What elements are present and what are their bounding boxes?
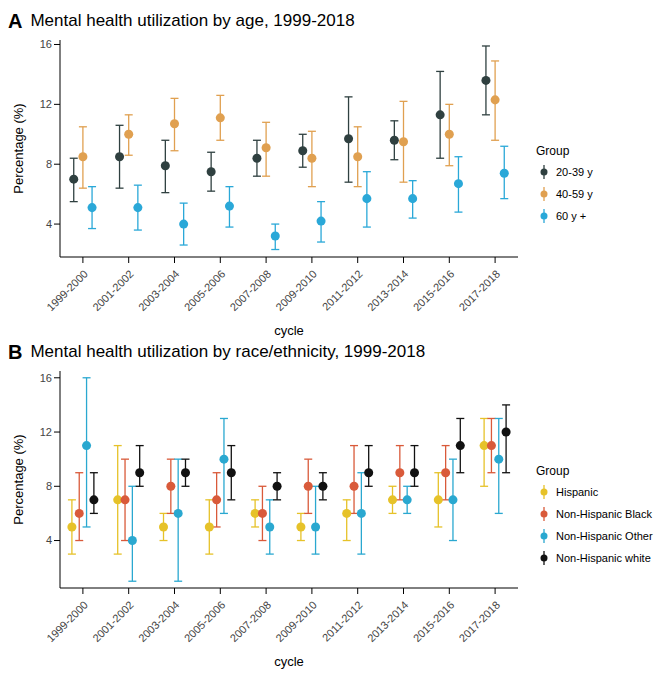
html-text:40-59 y: 40-59 y (556, 187, 593, 200)
html-text:B Mental health utilization by: B Mental health utilization by race/ethn… (8, 340, 426, 363)
svg-text:2001-2002: 2001-2002 (90, 599, 136, 645)
svg-text:2015-2016: 2015-2016 (411, 268, 457, 314)
svg-text:2017-2018: 2017-2018 (456, 599, 502, 645)
html-text:Hispanic: Hispanic (556, 485, 599, 498)
html-text:Non-Hispanic Black: Non-Hispanic Black (556, 507, 652, 520)
html-text:60 y +: 60 y + (556, 209, 587, 222)
svg-text:2005-2006: 2005-2006 (182, 599, 228, 645)
svg-text:2011-2012: 2011-2012 (320, 268, 365, 313)
svg-text:4: 4 (46, 534, 52, 546)
svg-text:1999-2000: 1999-2000 (44, 268, 90, 314)
svg-text:2003-2004: 2003-2004 (136, 268, 182, 314)
svg-text:16: 16 (40, 38, 52, 50)
svg-text:Percentage (%): Percentage (%) (11, 103, 26, 193)
svg-text:cycle: cycle (274, 323, 304, 338)
html-text:A Mental health utilization by: A Mental health utilization by age, 1999… (8, 9, 355, 32)
html-text:20-39 y: 20-39 y (556, 165, 593, 178)
svg-text:2005-2006: 2005-2006 (182, 268, 228, 314)
html-text:Non-Hispanic white: Non-Hispanic white (556, 551, 651, 564)
svg-text:8: 8 (46, 480, 52, 492)
svg-text:12: 12 (40, 98, 52, 110)
html-text:Group: Group (536, 463, 570, 478)
svg-text:2013-2014: 2013-2014 (365, 268, 411, 314)
svg-text:1999-2000: 1999-2000 (44, 599, 90, 645)
svg-text:2017-2018: 2017-2018 (456, 268, 502, 314)
svg-text:2007-2008: 2007-2008 (227, 599, 273, 645)
svg-text:4: 4 (46, 218, 52, 230)
svg-text:16: 16 (40, 372, 52, 384)
svg-text:2009-2010: 2009-2010 (273, 268, 319, 314)
svg-text:12: 12 (40, 426, 52, 438)
svg-text:2003-2004: 2003-2004 (136, 599, 182, 645)
svg-text:2007-2008: 2007-2008 (227, 268, 273, 314)
svg-text:cycle: cycle (274, 654, 304, 669)
svg-text:2013-2014: 2013-2014 (365, 599, 411, 645)
svg-text:2015-2016: 2015-2016 (411, 599, 457, 645)
html-text:Group: Group (536, 143, 570, 158)
svg-text:8: 8 (46, 158, 52, 170)
svg-text:2011-2012: 2011-2012 (320, 599, 365, 644)
html-text:Non-Hispanic Other: Non-Hispanic Other (556, 529, 653, 542)
svg-text:2001-2002: 2001-2002 (90, 268, 136, 314)
svg-text:Percentage (%): Percentage (%) (11, 434, 26, 524)
svg-text:2009-2010: 2009-2010 (273, 599, 319, 645)
